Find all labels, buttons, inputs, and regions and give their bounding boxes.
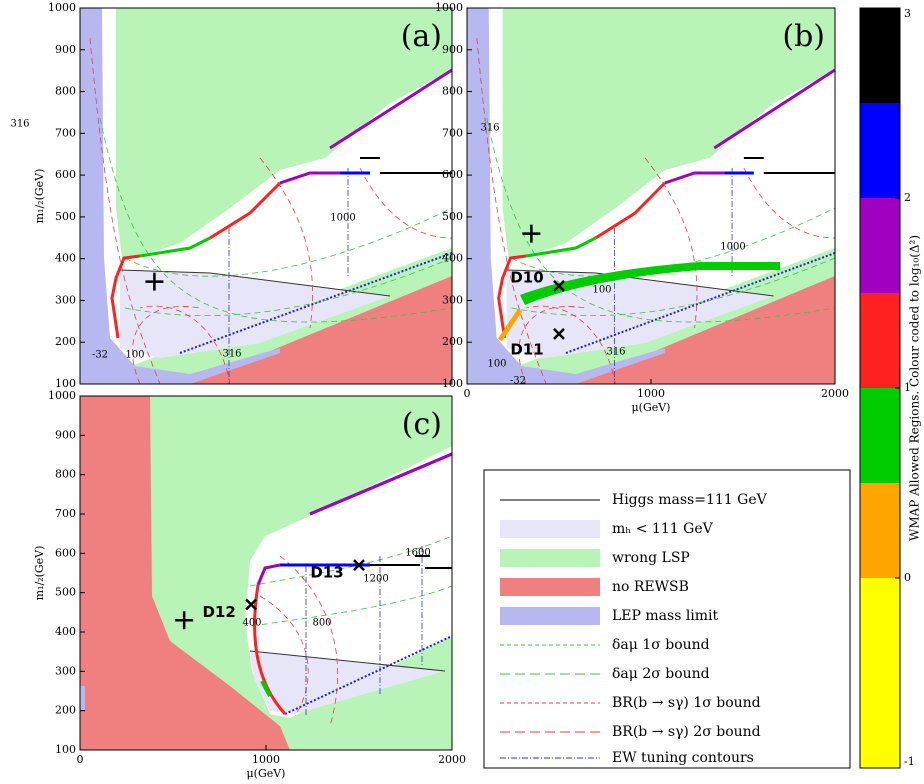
contour-label: 1200 (363, 574, 388, 585)
y-tick-label: 700 (55, 507, 76, 520)
x-tick-label: 1000 (252, 753, 280, 766)
y-tick-label: 400 (442, 252, 463, 265)
x-tick-label: 0 (77, 753, 84, 766)
plus-marker (175, 611, 194, 630)
cross-marker (245, 598, 258, 611)
cross-marker (353, 559, 365, 572)
contour-label: 316 (480, 123, 499, 134)
x-tick-label: 2000 (438, 753, 466, 766)
panel-label: (b) (782, 19, 825, 54)
contour-label: 1600 (405, 548, 430, 559)
y-tick-label: 300 (442, 293, 463, 306)
y-tick-label: 800 (55, 468, 76, 481)
color-band (860, 388, 900, 483)
color-band (860, 483, 900, 578)
cross-marker (553, 327, 565, 340)
point-label: D11 (510, 340, 543, 358)
y-tick-label: 100 (442, 377, 463, 390)
plus-marker (145, 272, 164, 291)
y-tick-label: 400 (55, 625, 76, 638)
y-axis-label: m₁/₂(GeV) (33, 169, 46, 224)
color-band (860, 293, 900, 388)
colorbar-label: WMAP Allowed Regions. Colour coded to lo… (908, 235, 922, 541)
point-label: D10 (510, 268, 543, 286)
colorbar-tick-label: 2 (904, 191, 911, 204)
color-band (860, 8, 900, 103)
y-tick-label: 900 (442, 43, 463, 56)
x-axis-label: μ(GeV) (632, 401, 671, 414)
y-tick-label: 1000 (48, 389, 76, 402)
legend-label: Higgs mass=111 GeV (612, 492, 768, 508)
point-label: D12 (202, 603, 235, 621)
legend-label: BR(b → sγ) 2σ bound (612, 724, 761, 740)
y-tick-label: 900 (55, 428, 76, 441)
legend-label: mₕ < 111 GeV (612, 521, 714, 537)
y-tick-label: 600 (55, 546, 76, 559)
legend-label: δaμ 1σ bound (612, 637, 710, 653)
contour-label: 100 (487, 359, 506, 370)
cross-marker (553, 279, 565, 292)
x-tick-label: 2000 (821, 387, 849, 400)
y-tick-label: 500 (55, 586, 76, 599)
contour-label: -32 (92, 350, 108, 361)
y-tick-label: 1000 (48, 1, 76, 14)
y-tick-label: 600 (442, 168, 463, 181)
panel-label: (c) (402, 407, 442, 442)
contour-label: 316 (222, 349, 241, 360)
colorbar-tick-label: 1 (904, 381, 911, 394)
color-band (860, 198, 900, 293)
y-tick-label: 200 (442, 335, 463, 348)
y-tick-label: 100 (55, 377, 76, 390)
x-tick-label: 0 (464, 387, 471, 400)
point-label: D13 (310, 564, 343, 582)
y-tick-label: 800 (55, 85, 76, 98)
legend-label: wrong LSP (612, 550, 690, 566)
y-tick-label: 300 (55, 293, 76, 306)
plus-marker (522, 224, 541, 243)
contour-label: 1000 (330, 213, 355, 224)
legend-label: BR(b → sγ) 1σ bound (612, 695, 761, 711)
contour-label: 100 (125, 350, 144, 361)
y-tick-label: 500 (442, 210, 463, 223)
contour-label: 400 (242, 618, 261, 629)
legend-label: LEP mass limit (612, 608, 719, 624)
y-tick-label: 900 (55, 43, 76, 56)
y-tick-label: 300 (55, 664, 76, 677)
x-axis-label: μ(GeV) (247, 767, 286, 780)
contour-label: -32 (510, 376, 526, 387)
color-band (860, 578, 900, 768)
y-tick-label: 100 (55, 743, 76, 756)
contour-label: 1000 (720, 242, 745, 253)
legend (483, 469, 851, 769)
x-tick-label: 1000 (637, 387, 665, 400)
y-tick-label: 1000 (435, 1, 463, 14)
y-tick-label: 200 (55, 704, 76, 717)
color-band (860, 103, 900, 198)
legend-label: EW tuning contours (612, 750, 754, 766)
y-tick-label: 700 (55, 126, 76, 139)
y-tick-label: 400 (55, 252, 76, 265)
contour-label: 800 (312, 618, 331, 629)
contour-label: 316 (606, 347, 625, 358)
y-tick-label: 200 (55, 335, 76, 348)
plot-frame (79, 7, 453, 385)
y-tick-label: 600 (55, 168, 76, 181)
y-tick-label: 700 (442, 126, 463, 139)
legend-label: no REWSB (612, 579, 689, 595)
colorbar-tick-label: 3 (904, 7, 911, 20)
colorbar-tick-label: -1 (904, 755, 915, 768)
colorbar-tick-label: 0 (904, 571, 911, 584)
contour-label: 100 (592, 285, 611, 296)
y-axis-label: m₁/₂(GeV) (33, 546, 46, 601)
contour-label: 316 (10, 119, 29, 130)
y-tick-label: 500 (55, 210, 76, 223)
legend-label: δaμ 2σ bound (612, 666, 710, 682)
panel-label: (a) (401, 19, 442, 54)
y-tick-label: 800 (442, 85, 463, 98)
